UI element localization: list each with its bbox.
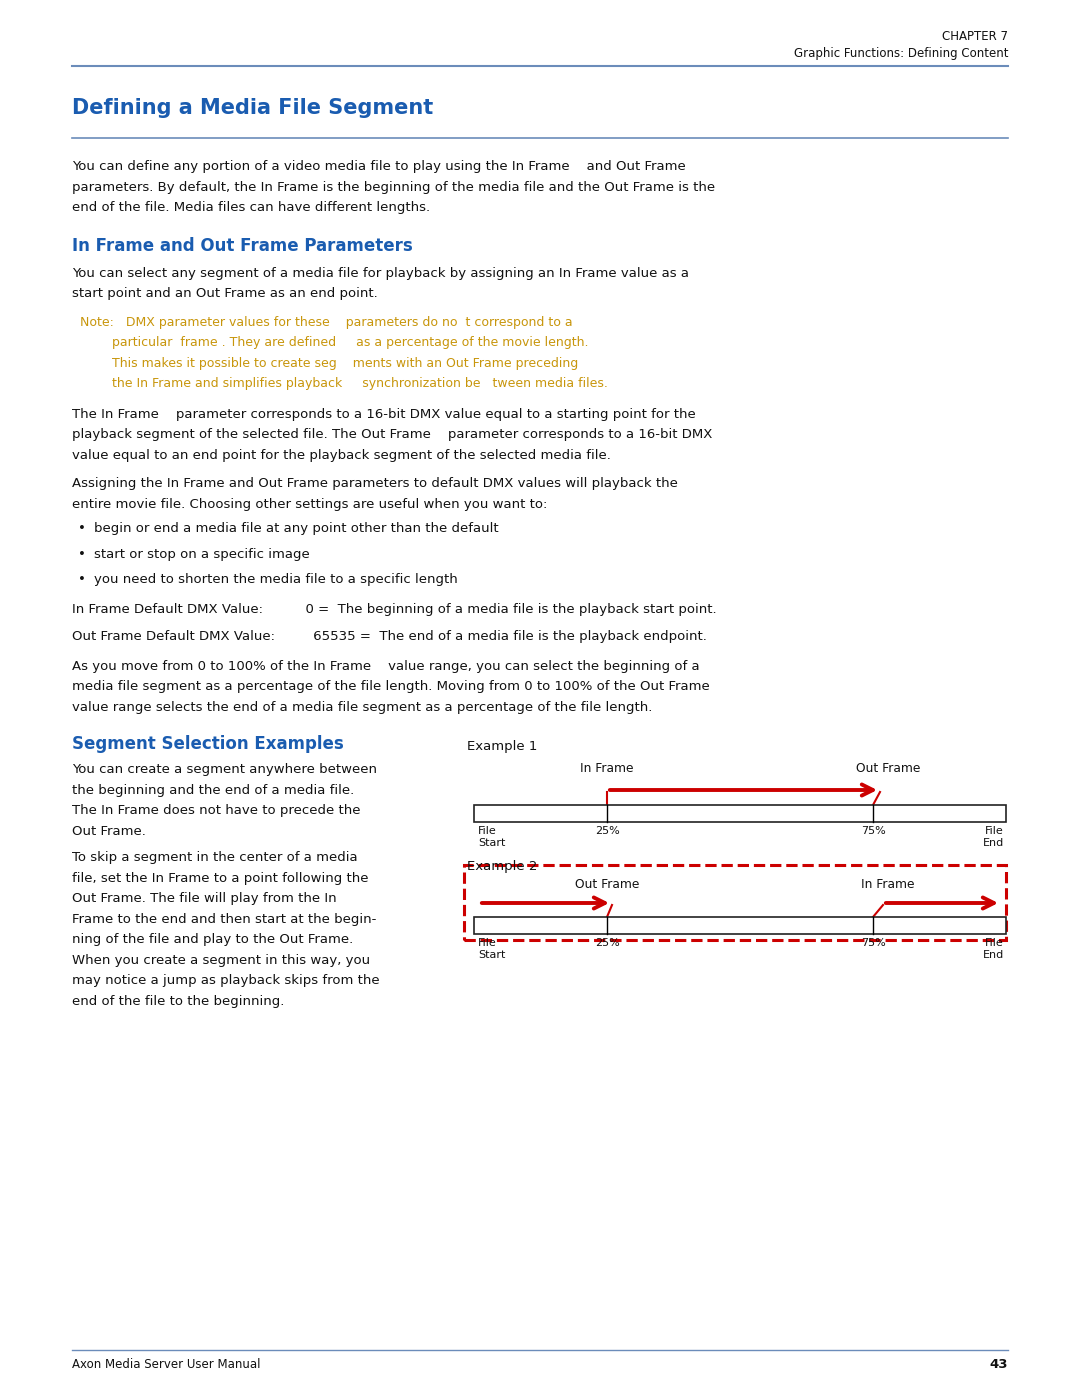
Text: This makes it possible to create seg    ments with an Out Frame preceding: This makes it possible to create seg men… (80, 357, 578, 369)
Text: 25%: 25% (595, 826, 619, 836)
Text: Axon Media Server User Manual: Axon Media Server User Manual (72, 1357, 260, 1371)
Text: Example 1: Example 1 (467, 740, 538, 754)
Text: end of the file. Media files can have different lengths.: end of the file. Media files can have di… (72, 201, 430, 214)
Text: Example 2: Example 2 (467, 861, 538, 873)
Text: file, set the In Frame to a point following the: file, set the In Frame to a point follow… (72, 872, 368, 884)
Text: Out Frame: Out Frame (855, 762, 920, 775)
Text: you need to shorten the media file to a specific length: you need to shorten the media file to a … (94, 573, 458, 586)
Text: start point and an Out Frame as an end point.: start point and an Out Frame as an end p… (72, 287, 378, 300)
Text: the In Frame and simplifies playback     synchronization be   tween media files.: the In Frame and simplifies playback syn… (80, 378, 608, 390)
Text: Out Frame: Out Frame (575, 879, 639, 891)
Text: start or stop on a specific image: start or stop on a specific image (94, 547, 310, 561)
Text: •: • (78, 522, 86, 534)
Text: the beginning and the end of a media file.: the beginning and the end of a media fil… (72, 783, 354, 797)
Text: parameters. By default, the In Frame is the beginning of the media file and the : parameters. By default, the In Frame is … (72, 180, 715, 193)
Text: Note:   DMX parameter values for these    parameters do no  t correspond to a: Note: DMX parameter values for these par… (80, 315, 572, 329)
Text: Graphic Functions: Defining Content: Graphic Functions: Defining Content (794, 47, 1008, 60)
Text: Defining a Media File Segment: Defining a Media File Segment (72, 99, 433, 118)
Text: File
End: File End (983, 938, 1004, 959)
Text: File
Start: File Start (478, 938, 505, 959)
Text: 43: 43 (989, 1357, 1008, 1371)
Text: particular  frame . They are defined     as a percentage of the movie length.: particular frame . They are defined as a… (80, 336, 589, 348)
Bar (474, 917, 1005, 934)
Text: In Frame: In Frame (861, 879, 915, 891)
Text: entire movie file. Choosing other settings are useful when you want to:: entire movie file. Choosing other settin… (72, 497, 548, 511)
Text: You can define any portion of a video media file to play using the In Frame    a: You can define any portion of a video me… (72, 160, 686, 174)
Text: Out Frame Default DMX Value:         65535 =  The end of a media file is the pla: Out Frame Default DMX Value: 65535 = The… (72, 630, 707, 643)
Text: 75%: 75% (861, 826, 886, 836)
Text: •: • (78, 573, 86, 586)
Text: ning of the file and play to the Out Frame.: ning of the file and play to the Out Fra… (72, 933, 353, 947)
Text: playback segment of the selected file. The Out Frame    parameter corresponds to: playback segment of the selected file. T… (72, 428, 713, 441)
Text: 25%: 25% (595, 938, 619, 948)
Text: value equal to an end point for the playback segment of the selected media file.: value equal to an end point for the play… (72, 448, 611, 461)
Text: When you create a segment in this way, you: When you create a segment in this way, y… (72, 954, 370, 966)
Text: may notice a jump as playback skips from the: may notice a jump as playback skips from… (72, 974, 380, 987)
Text: File
Start: File Start (478, 826, 505, 848)
Text: Out Frame. The file will play from the In: Out Frame. The file will play from the I… (72, 892, 337, 905)
Text: As you move from 0 to 100% of the In Frame    value range, you can select the be: As you move from 0 to 100% of the In Fra… (72, 659, 700, 673)
Text: end of the file to the beginning.: end of the file to the beginning. (72, 994, 284, 1008)
Text: The In Frame does not have to precede the: The In Frame does not have to precede th… (72, 804, 361, 818)
Text: In Frame Default DMX Value:          0 =  The beginning of a media file is the p: In Frame Default DMX Value: 0 = The begi… (72, 602, 717, 615)
Text: Assigning the In Frame and Out Frame parameters to default DMX values will playb: Assigning the In Frame and Out Frame par… (72, 477, 678, 490)
Text: Segment Selection Examples: Segment Selection Examples (72, 736, 343, 754)
Text: media file segment as a percentage of the file length. Moving from 0 to 100% of : media file segment as a percentage of th… (72, 680, 710, 693)
Text: begin or end a media file at any point other than the default: begin or end a media file at any point o… (94, 522, 499, 534)
Text: File
End: File End (983, 826, 1004, 848)
Text: You can select any segment of a media file for playback by assigning an In Frame: You can select any segment of a media fi… (72, 266, 689, 279)
Text: •: • (78, 547, 86, 561)
Text: Frame to the end and then start at the begin-: Frame to the end and then start at the b… (72, 912, 376, 926)
Text: value range selects the end of a media file segment as a percentage of the file : value range selects the end of a media f… (72, 701, 652, 713)
Text: To skip a segment in the center of a media: To skip a segment in the center of a med… (72, 851, 357, 863)
Text: The In Frame    parameter corresponds to a 16-bit DMX value equal to a starting : The In Frame parameter corresponds to a … (72, 408, 696, 421)
Text: Out Frame.: Out Frame. (72, 824, 146, 837)
Bar (474, 805, 1005, 822)
Text: In Frame: In Frame (580, 762, 634, 775)
Text: In Frame and Out Frame Parameters: In Frame and Out Frame Parameters (72, 236, 413, 254)
Text: You can create a segment anywhere between: You can create a segment anywhere betwee… (72, 763, 377, 776)
Text: 75%: 75% (861, 938, 886, 948)
Bar (464, 865, 1005, 940)
Text: CHAPTER 7: CHAPTER 7 (942, 31, 1008, 43)
